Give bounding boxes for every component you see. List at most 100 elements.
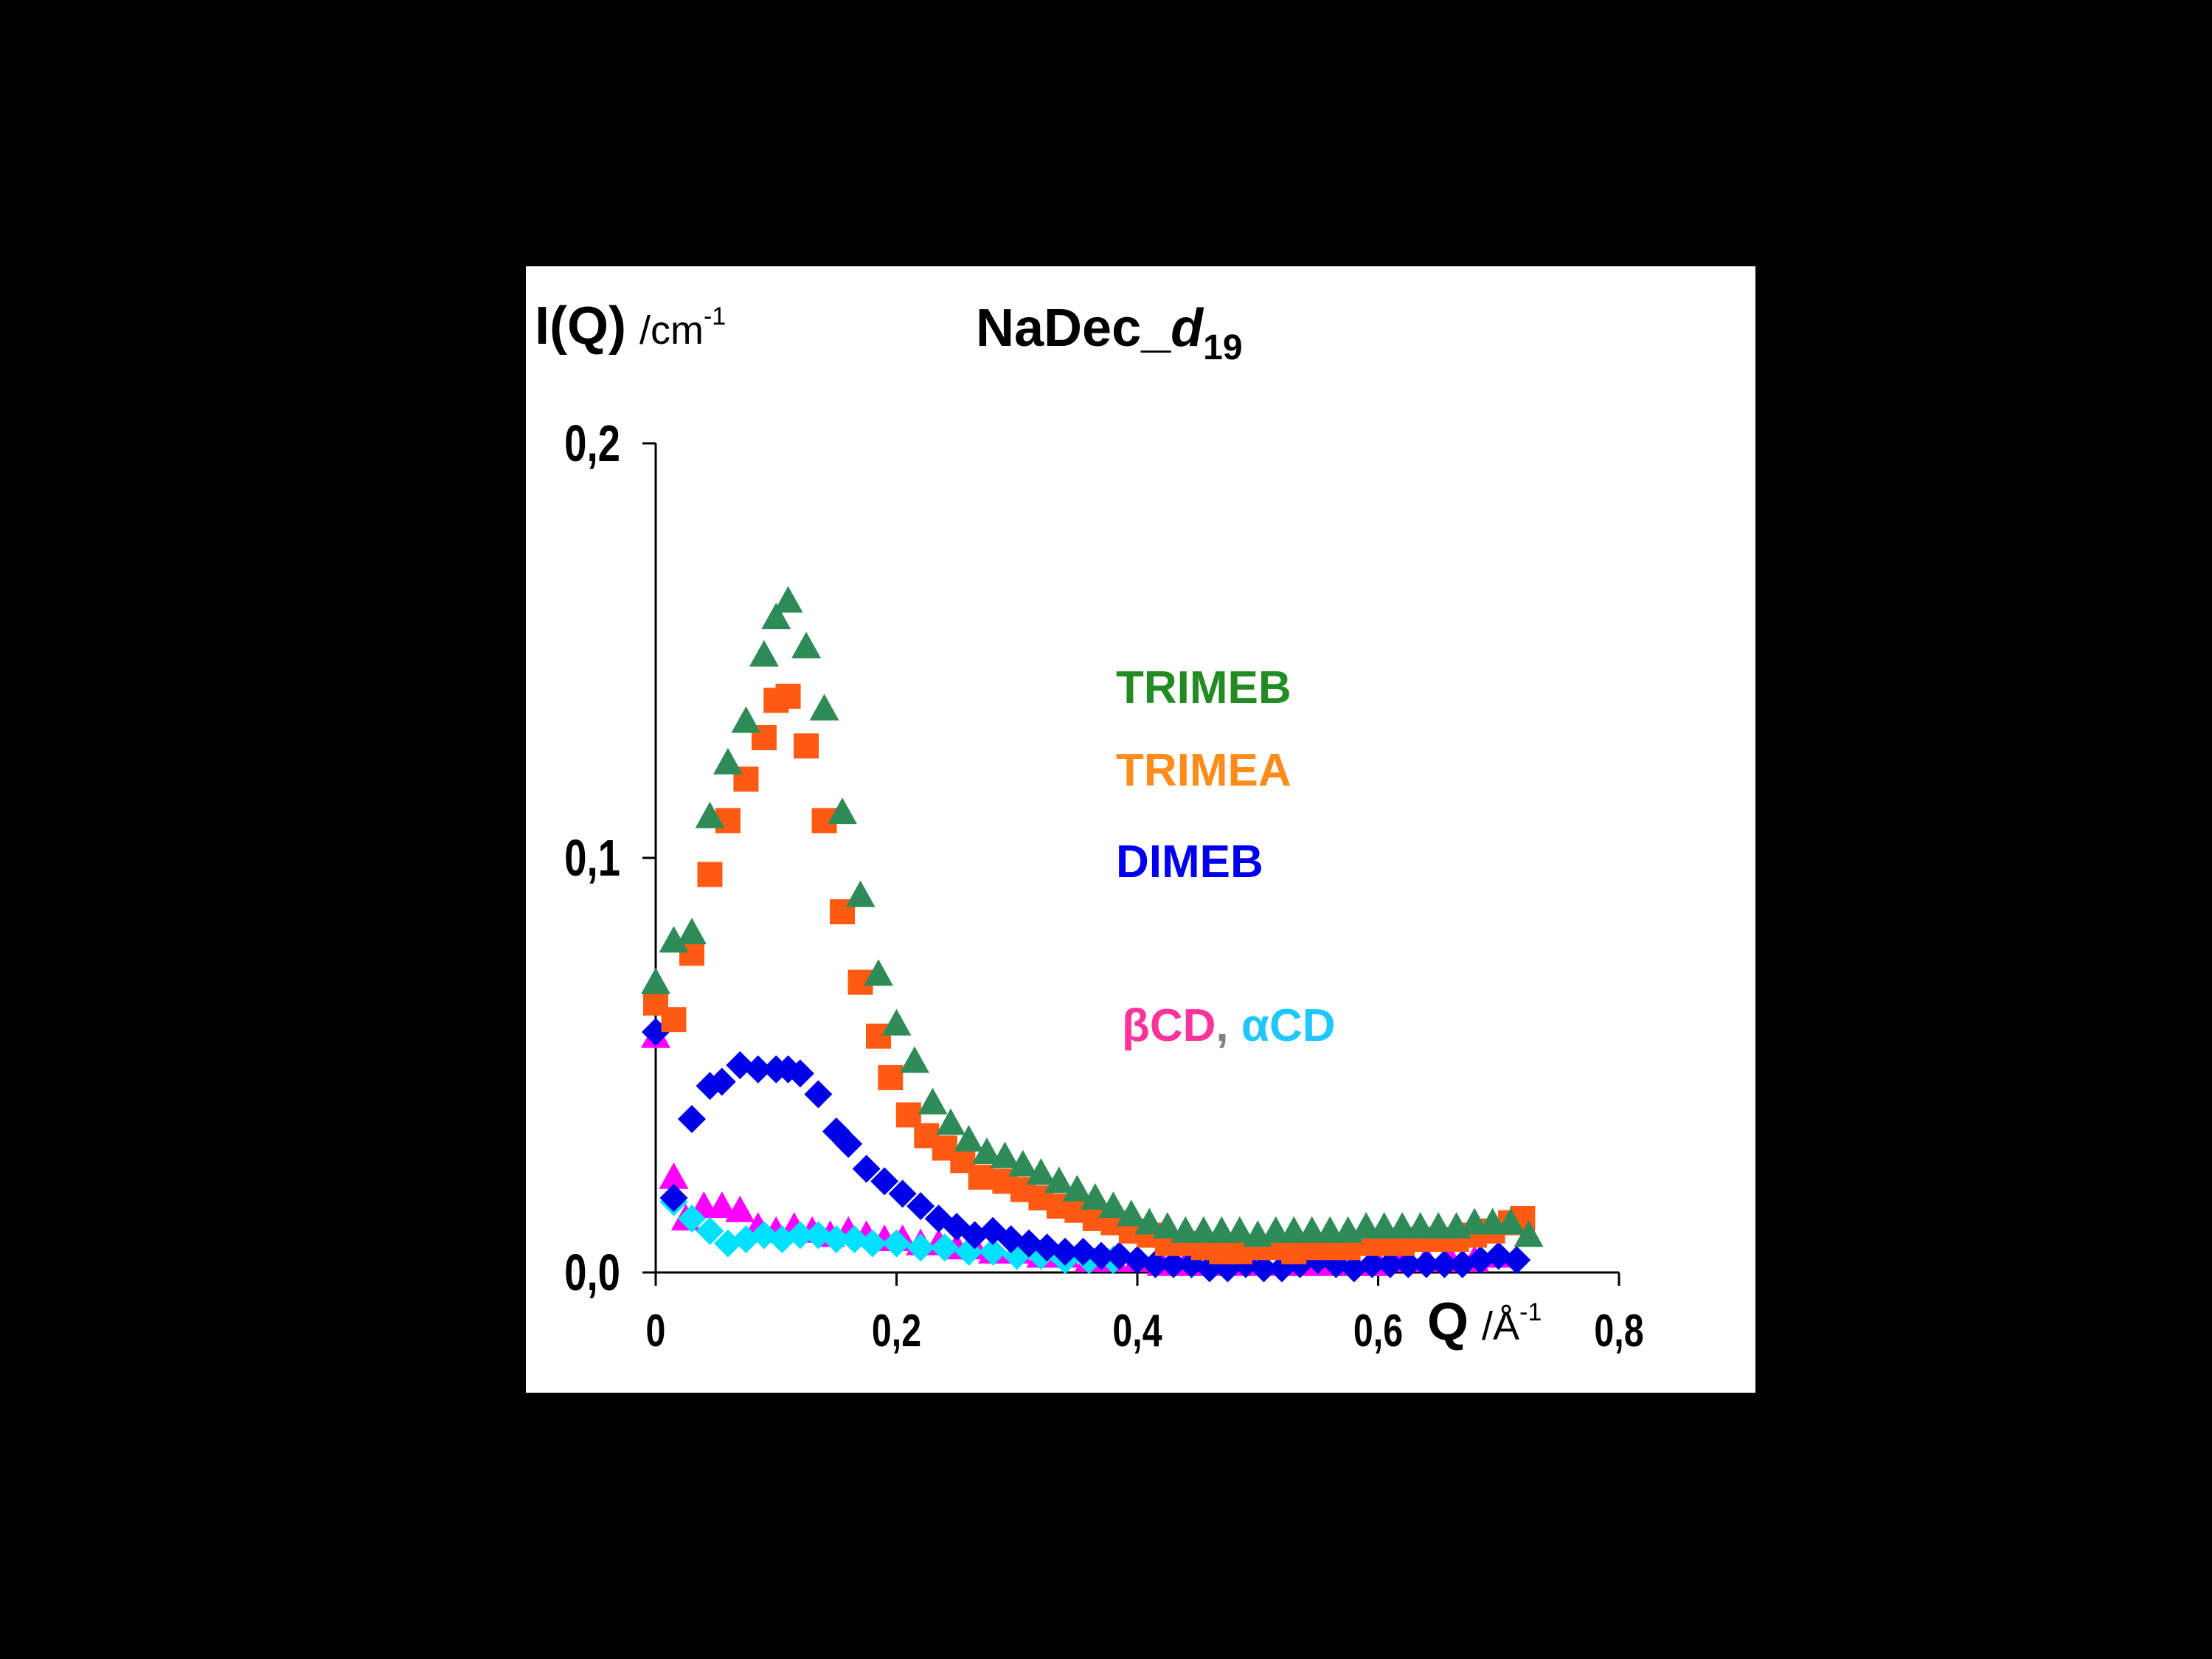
- x-tick-label: 0,6: [1353, 1305, 1403, 1356]
- trimeb-point: [864, 959, 894, 986]
- x-axis-label-text: Q: [1427, 1292, 1469, 1351]
- acd-point: [822, 1225, 850, 1254]
- trimeb-point: [1224, 1216, 1255, 1243]
- trimeb-point: [1008, 1149, 1038, 1177]
- x-axis-label-unit-sup: -1: [1519, 1298, 1542, 1326]
- legend-trimea: TRIMEA: [1116, 745, 1292, 796]
- dimeb-point: [1141, 1250, 1170, 1278]
- acd-point: [858, 1229, 887, 1258]
- acd-point: [696, 1216, 724, 1245]
- trimeb-point: [935, 1108, 965, 1135]
- chart-title-italic: d: [1171, 299, 1204, 358]
- trimeb-point: [676, 918, 707, 945]
- trimeb-point: [1062, 1174, 1092, 1202]
- acd-point: [882, 1229, 911, 1258]
- legend-sep: ,: [1216, 1000, 1241, 1051]
- dimeb-point: [804, 1080, 833, 1109]
- trimeb-point: [954, 1125, 984, 1152]
- trimeb-point: [1134, 1208, 1165, 1235]
- acd-point: [930, 1233, 959, 1262]
- trimeb-point: [1152, 1212, 1182, 1239]
- y-axis-label-text: I(Q): [535, 297, 626, 356]
- chart-title-text: NaDec_: [976, 299, 1171, 358]
- dimeb-point: [659, 1183, 688, 1212]
- series-dimeb: [642, 1018, 1531, 1283]
- y-axis-label-unit-sup: -1: [704, 302, 726, 330]
- trimeb-point: [809, 693, 839, 721]
- dimeb-point: [1376, 1250, 1404, 1278]
- x-tick-label: 0: [646, 1305, 666, 1356]
- bcd-point: [725, 1195, 755, 1222]
- x-axis-label: Q/Å-1: [1427, 1292, 1542, 1351]
- trimeb-point: [1514, 1220, 1544, 1247]
- dimeb-point: [743, 1055, 772, 1084]
- bcd-point: [707, 1191, 737, 1219]
- trimeb-point: [1026, 1158, 1056, 1185]
- trimeb-point: [1496, 1208, 1526, 1235]
- trimeb-point: [695, 801, 725, 828]
- acd-point: [786, 1221, 814, 1250]
- trimeb-point: [971, 1137, 1002, 1165]
- y-axis-label-unit: /cm: [639, 308, 704, 353]
- dimeb-point: [1430, 1250, 1459, 1278]
- dimeb-point: [852, 1154, 881, 1183]
- trimea-point: [697, 862, 723, 887]
- series-trimeb: [641, 586, 1544, 1247]
- trimea-point: [661, 1007, 687, 1033]
- dimeb-point: [1051, 1237, 1080, 1266]
- x-tick-label: 0,8: [1594, 1305, 1643, 1356]
- acd-point: [677, 1204, 706, 1233]
- trimeb-point: [749, 640, 779, 667]
- x-tick-label: 0,2: [872, 1305, 921, 1356]
- dimeb-point: [707, 1067, 736, 1096]
- bcd-point: [659, 1162, 689, 1189]
- trimea-point: [775, 683, 801, 709]
- acd-point: [749, 1221, 778, 1250]
- dimeb-point: [1394, 1250, 1423, 1278]
- dimeb-point: [870, 1167, 899, 1196]
- dimeb-point: [888, 1180, 917, 1208]
- trimea-point: [878, 1064, 904, 1090]
- trimeb-point: [761, 603, 791, 630]
- dimeb-point: [1159, 1250, 1188, 1278]
- legend-dimeb: DIMEB: [1116, 837, 1263, 887]
- trimeb-point: [713, 747, 743, 775]
- trimea-point: [794, 733, 819, 759]
- dimeb-point: [834, 1129, 863, 1158]
- legend-cd: βCD, αCD: [1122, 1000, 1336, 1051]
- dimeb-point: [1087, 1241, 1116, 1270]
- trimeb-point: [828, 797, 858, 825]
- dimeb-point: [786, 1059, 814, 1088]
- series-trimea: [643, 683, 1536, 1264]
- ticks: 0,0 0,1 0,2 0 0,2 0,4 0,6 0,8: [564, 415, 1644, 1357]
- trimeb-point: [1044, 1166, 1074, 1194]
- legend-bcd: βCD: [1122, 1000, 1216, 1051]
- trimea-point: [968, 1164, 994, 1190]
- acd-point: [979, 1237, 1008, 1266]
- trimeb-point: [659, 926, 689, 953]
- trimeb-point: [1098, 1191, 1128, 1219]
- y-tick-label: 0,0: [564, 1244, 620, 1302]
- dimeb-point: [1502, 1246, 1531, 1275]
- acd-point: [906, 1233, 935, 1262]
- x-tick-label: 0,4: [1112, 1305, 1162, 1356]
- dimeb-point: [906, 1192, 935, 1221]
- dimeb-point: [696, 1072, 724, 1101]
- legend-acd: αCD: [1241, 1000, 1336, 1051]
- dimeb-point: [1412, 1250, 1440, 1278]
- trimeb-point: [881, 1008, 912, 1036]
- dimeb-point: [677, 1105, 706, 1134]
- trimeb-point: [791, 631, 822, 659]
- chart-title: NaDec_d19: [976, 299, 1243, 367]
- trimeb-point: [918, 1087, 948, 1115]
- trimeb-point: [641, 967, 670, 994]
- legend-trimeb: TRIMEB: [1116, 662, 1292, 713]
- trimeb-point: [773, 586, 803, 613]
- trimeb-point: [1080, 1182, 1110, 1210]
- y-tick-label: 0,1: [564, 830, 620, 887]
- trimeb-point: [1116, 1199, 1146, 1227]
- chart-title-sub: 19: [1203, 328, 1242, 367]
- trimeb-point: [990, 1141, 1020, 1168]
- data-points: [641, 586, 1544, 1283]
- dimeb-point: [1358, 1250, 1387, 1278]
